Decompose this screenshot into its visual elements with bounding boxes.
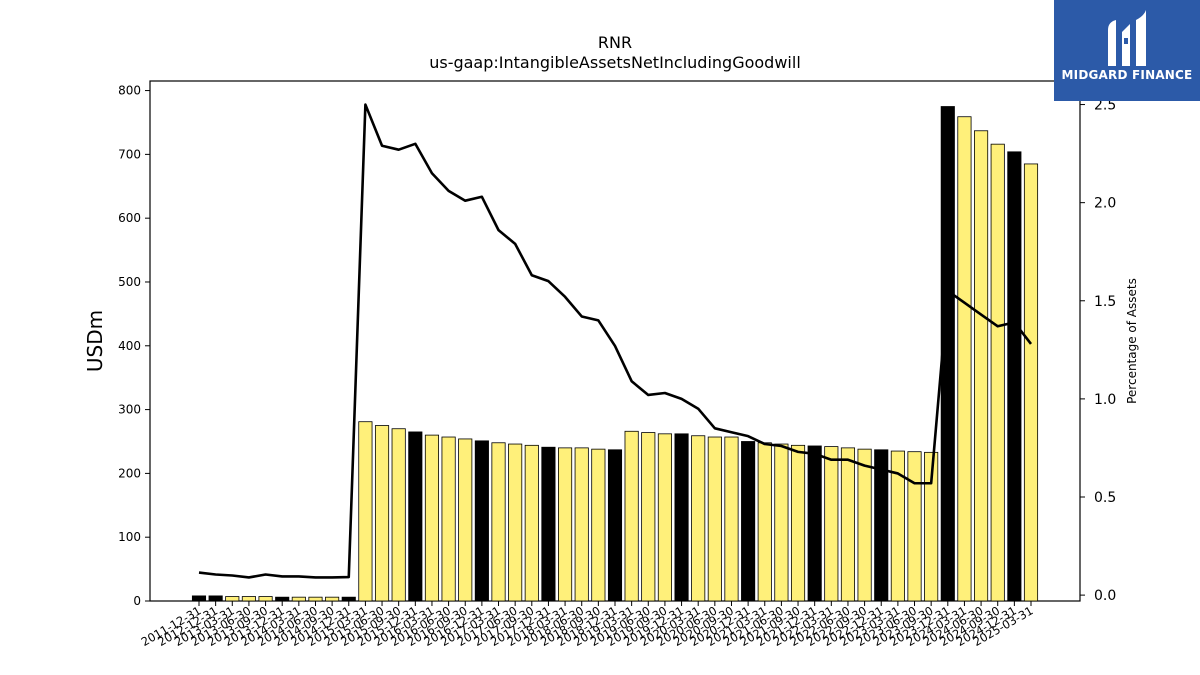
- bar-2022-09-30: [857, 448, 872, 602]
- bar-2012-12-31: [208, 595, 223, 602]
- y2-tick-label: 0.0: [1094, 588, 1116, 604]
- bar-2019-06-30: [641, 432, 656, 602]
- bar-2014-03-31: [291, 596, 306, 602]
- midgard-finance-logo: MIDGARD FINANCE: [1054, 0, 1200, 101]
- bar-2022-03-31: [824, 446, 839, 602]
- bar-2015-03-31: [358, 421, 373, 602]
- y-tick-label: 700: [118, 147, 141, 161]
- bar-2014-09-30: [325, 596, 340, 602]
- bar-2014-12-31: [341, 596, 356, 602]
- bar-2017-03-31: [491, 442, 506, 602]
- bar-2017-06-30: [508, 443, 523, 602]
- bar-2021-06-30: [774, 443, 789, 602]
- percentage-line: [198, 103, 1033, 579]
- bar-2016-03-31: [424, 434, 440, 602]
- y2-tick-label: 2.0: [1094, 196, 1116, 212]
- bar-2018-09-30: [591, 448, 606, 602]
- bar-2013-06-30: [241, 596, 256, 602]
- y-tick-label: 0: [133, 594, 141, 608]
- bar-2024-06-30: [974, 130, 989, 602]
- bar-2013-12-31: [275, 596, 290, 602]
- y2-tick-label: 1.5: [1094, 294, 1116, 310]
- y-axis-label: USDm: [83, 310, 107, 372]
- bar-2020-09-30: [724, 436, 739, 602]
- bar-2025-03-31: [1023, 163, 1039, 602]
- y2-tick-label: 1.0: [1094, 392, 1116, 408]
- y-tick-label: 100: [118, 530, 141, 544]
- bar-2020-12-31: [741, 441, 756, 602]
- bar-2013-09-30: [258, 596, 273, 602]
- bar-2018-12-31: [607, 449, 623, 602]
- bar-2020-03-31: [691, 435, 706, 602]
- bar-2020-06-30: [707, 436, 722, 602]
- bar-2022-06-30: [840, 447, 856, 602]
- bar-2017-12-31: [541, 446, 556, 602]
- bar-2016-12-31: [474, 440, 489, 602]
- bar-2019-09-30: [657, 433, 672, 602]
- y2-tick-label: 2.5: [1094, 98, 1116, 114]
- bar-2024-09-30: [990, 143, 1005, 602]
- bar-2015-06-30: [374, 425, 390, 602]
- bar-2021-12-31: [807, 445, 822, 602]
- chart-subtitle: us-gaap:IntangibleAssetsNetIncludingGood…: [429, 53, 801, 72]
- bar-2022-12-31: [874, 449, 889, 602]
- y-tick-label: 600: [118, 211, 141, 225]
- midgard-logo-icon: [1108, 10, 1146, 66]
- bar-2023-06-30: [907, 451, 922, 602]
- bar-2015-09-30: [391, 428, 406, 602]
- bar-2024-03-31: [957, 116, 972, 602]
- bar-2021-09-30: [790, 444, 806, 602]
- bar-2016-09-30: [458, 438, 473, 602]
- chart-title: RNR: [597, 33, 633, 52]
- bar-2014-06-30: [308, 596, 323, 602]
- bar-2024-12-31: [1007, 151, 1022, 602]
- bar-2011-12-31: [191, 595, 207, 602]
- bar-2018-06-30: [574, 447, 589, 602]
- logo-text: MIDGARD FINANCE: [1061, 68, 1193, 82]
- bar-2013-03-31: [225, 596, 240, 602]
- bar-2018-03-31: [558, 447, 573, 602]
- y-tick-label: 300: [118, 403, 141, 417]
- y-tick-label: 400: [118, 339, 141, 353]
- bar-2017-09-30: [524, 444, 539, 602]
- bar-2015-12-31: [408, 431, 423, 602]
- y2-tick-label: 0.5: [1094, 490, 1116, 506]
- y-tick-label: 500: [118, 275, 141, 289]
- y-tick-label: 200: [118, 466, 141, 480]
- bar-2019-03-31: [624, 430, 639, 602]
- bar-2016-06-30: [441, 436, 456, 602]
- y2-axis-label: Percentage of Assets: [1125, 278, 1139, 404]
- bar-2021-03-31: [757, 442, 772, 602]
- bar-2019-12-31: [674, 433, 689, 602]
- y-tick-label: 800: [118, 84, 141, 98]
